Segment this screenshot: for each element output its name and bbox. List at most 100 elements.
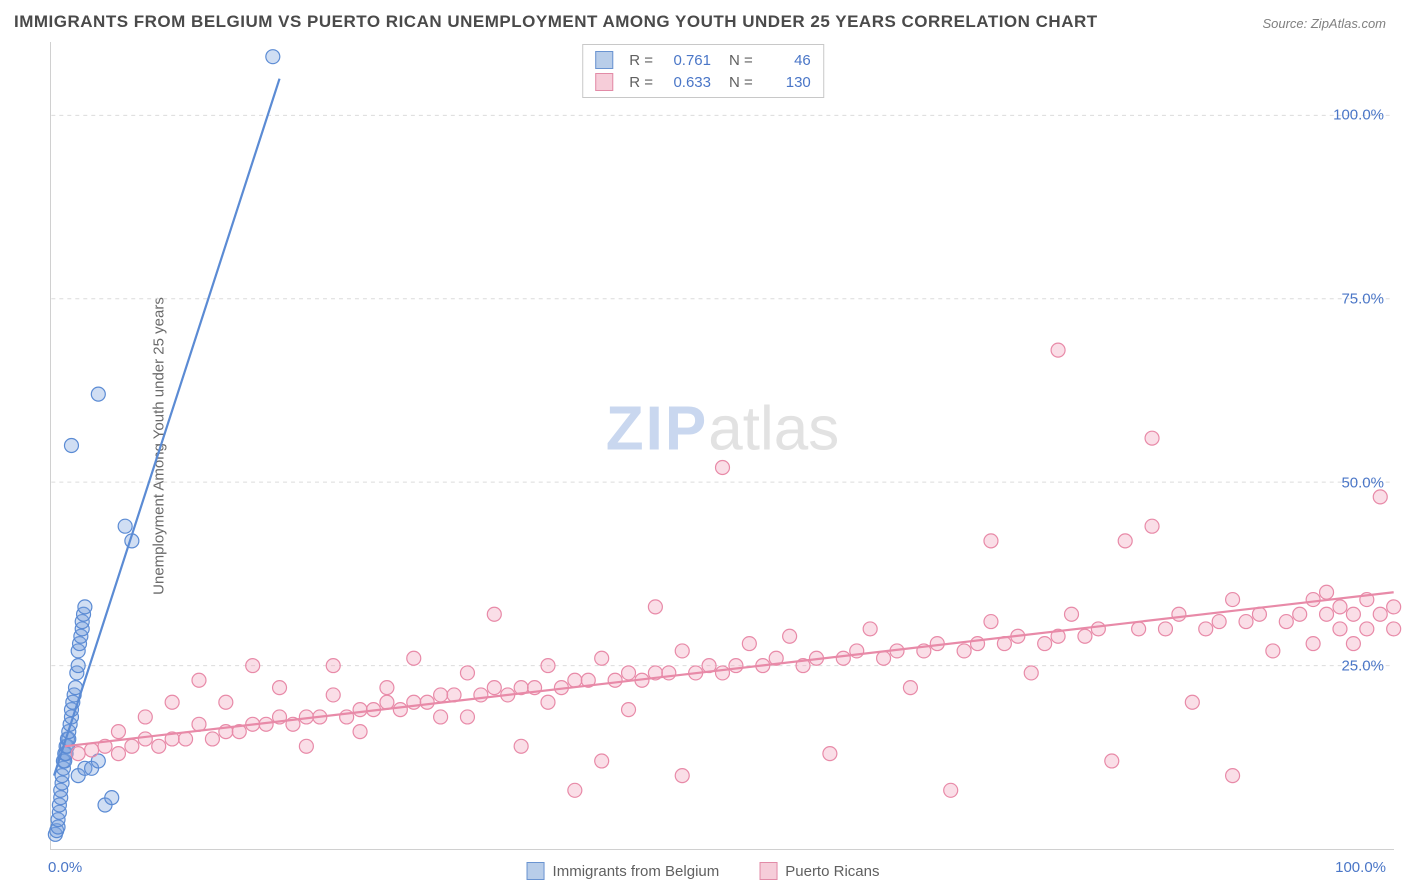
data-point	[1118, 534, 1132, 548]
data-point	[152, 739, 166, 753]
data-point	[716, 666, 730, 680]
data-point	[71, 747, 85, 761]
data-point	[380, 695, 394, 709]
data-point	[1051, 343, 1065, 357]
data-point	[836, 651, 850, 665]
data-point	[434, 710, 448, 724]
n-value: 46	[761, 52, 811, 69]
data-point	[568, 783, 582, 797]
data-point	[1387, 600, 1401, 614]
series-legend: Immigrants from Belgium Puerto Ricans	[527, 862, 880, 880]
y-tick-label: 25.0%	[1341, 658, 1384, 675]
data-point	[622, 666, 636, 680]
data-point	[1212, 615, 1226, 629]
data-point	[1306, 637, 1320, 651]
data-point	[125, 739, 139, 753]
n-label: N =	[729, 74, 753, 91]
data-point	[716, 461, 730, 475]
data-point	[1038, 637, 1052, 651]
data-point	[179, 732, 193, 746]
data-point	[863, 622, 877, 636]
r-value: 0.633	[661, 74, 711, 91]
data-point	[111, 725, 125, 739]
data-point	[971, 637, 985, 651]
data-point	[608, 673, 622, 687]
source-attribution: Source: ZipAtlas.com	[1262, 16, 1386, 31]
data-point	[138, 710, 152, 724]
data-point	[568, 673, 582, 687]
data-point	[595, 754, 609, 768]
data-point	[648, 600, 662, 614]
data-point	[326, 688, 340, 702]
data-point	[1172, 607, 1186, 621]
data-point	[903, 681, 917, 695]
trend-line	[54, 79, 280, 776]
data-point	[1145, 519, 1159, 533]
x-tick-min: 0.0%	[48, 859, 82, 876]
data-point	[1320, 585, 1334, 599]
data-point	[105, 791, 119, 805]
data-point	[474, 688, 488, 702]
data-point	[1199, 622, 1213, 636]
legend-swatch	[595, 73, 613, 91]
data-point	[205, 732, 219, 746]
data-point	[984, 615, 998, 629]
data-point	[460, 710, 474, 724]
data-point	[380, 681, 394, 695]
correlation-legend: R =0.761N =46R =0.633N =130	[582, 44, 824, 98]
data-point	[1293, 607, 1307, 621]
data-point	[299, 739, 313, 753]
data-point	[1346, 637, 1360, 651]
y-tick-label: 75.0%	[1341, 291, 1384, 308]
chart-title: IMMIGRANTS FROM BELGIUM VS PUERTO RICAN …	[14, 12, 1098, 32]
data-point	[1226, 593, 1240, 607]
data-point	[1333, 600, 1347, 614]
data-point	[1266, 644, 1280, 658]
legend-swatch	[527, 862, 545, 880]
data-point	[353, 703, 367, 717]
legend-item: Puerto Ricans	[759, 862, 879, 880]
data-point	[957, 644, 971, 658]
legend-label: Puerto Ricans	[785, 863, 879, 880]
data-point	[1373, 490, 1387, 504]
r-label: R =	[629, 74, 653, 91]
data-point	[823, 747, 837, 761]
correlation-row: R =0.633N =130	[595, 71, 811, 93]
data-point	[1320, 607, 1334, 621]
x-tick-max: 100.0%	[1335, 859, 1386, 876]
data-point	[1158, 622, 1172, 636]
data-point	[420, 695, 434, 709]
data-point	[460, 666, 474, 680]
data-point	[326, 659, 340, 673]
data-point	[675, 769, 689, 783]
data-point	[71, 659, 85, 673]
data-point	[541, 695, 555, 709]
data-point	[78, 600, 92, 614]
data-point	[118, 519, 132, 533]
data-point	[487, 681, 501, 695]
data-point	[1065, 607, 1079, 621]
data-point	[541, 659, 555, 673]
data-point	[111, 747, 125, 761]
data-point	[1132, 622, 1146, 636]
legend-swatch	[759, 862, 777, 880]
r-value: 0.761	[661, 52, 711, 69]
legend-item: Immigrants from Belgium	[527, 862, 720, 880]
data-point	[595, 651, 609, 665]
data-point	[246, 659, 260, 673]
data-point	[64, 439, 78, 453]
scatter-svg	[51, 42, 1394, 849]
data-point	[219, 695, 233, 709]
data-point	[1360, 622, 1374, 636]
data-point	[783, 629, 797, 643]
data-point	[1279, 615, 1293, 629]
data-point	[192, 673, 206, 687]
data-point	[266, 50, 280, 64]
data-point	[622, 703, 636, 717]
y-tick-label: 50.0%	[1341, 474, 1384, 491]
legend-label: Immigrants from Belgium	[553, 863, 720, 880]
data-point	[1024, 666, 1038, 680]
data-point	[1346, 607, 1360, 621]
data-point	[1078, 629, 1092, 643]
data-point	[1185, 695, 1199, 709]
